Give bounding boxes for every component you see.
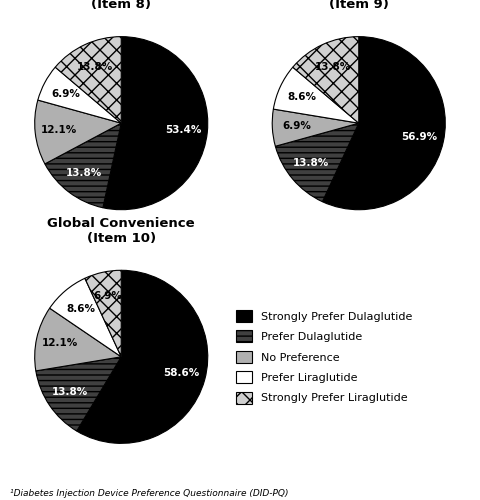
Text: 13.8%: 13.8% <box>66 168 102 178</box>
Text: 8.6%: 8.6% <box>288 92 317 102</box>
Wedge shape <box>55 36 121 123</box>
Text: 13.8%: 13.8% <box>314 62 351 72</box>
Text: 56.9%: 56.9% <box>402 132 438 141</box>
Wedge shape <box>36 357 121 431</box>
Text: 13.8%: 13.8% <box>77 62 113 72</box>
Legend: Strongly Prefer Dulaglutide, Prefer Dulaglutide, No Preference, Prefer Liragluti: Strongly Prefer Dulaglutide, Prefer Dula… <box>236 310 412 404</box>
Text: ¹Diabetes Injection Device Preference Questionnaire (DID-PQ): ¹Diabetes Injection Device Preference Qu… <box>10 488 288 498</box>
Title: Global Ease of Use
(Item 9): Global Ease of Use (Item 9) <box>289 0 429 11</box>
Text: 8.6%: 8.6% <box>66 304 96 314</box>
Wedge shape <box>77 270 208 444</box>
Text: 12.1%: 12.1% <box>41 125 77 135</box>
Wedge shape <box>103 36 208 210</box>
Wedge shape <box>293 36 359 123</box>
Wedge shape <box>45 123 121 208</box>
Wedge shape <box>38 67 121 123</box>
Text: 6.9%: 6.9% <box>94 291 122 301</box>
Wedge shape <box>35 308 121 371</box>
Text: 12.1%: 12.1% <box>42 338 79 348</box>
Wedge shape <box>272 109 359 146</box>
Text: 6.9%: 6.9% <box>282 122 311 132</box>
Text: 58.6%: 58.6% <box>163 368 199 378</box>
Wedge shape <box>85 270 121 357</box>
Wedge shape <box>49 278 121 357</box>
Wedge shape <box>276 123 359 202</box>
Text: 6.9%: 6.9% <box>52 89 81 99</box>
Wedge shape <box>323 36 445 210</box>
Text: 13.8%: 13.8% <box>293 158 329 168</box>
Wedge shape <box>35 100 121 164</box>
Text: 13.8%: 13.8% <box>51 387 88 397</box>
Text: 53.4%: 53.4% <box>165 125 202 135</box>
Title: Global Convenience
(Item 10): Global Convenience (Item 10) <box>48 216 195 244</box>
Wedge shape <box>274 67 359 123</box>
Title: Global Satisfaction
(Item 8): Global Satisfaction (Item 8) <box>50 0 192 11</box>
